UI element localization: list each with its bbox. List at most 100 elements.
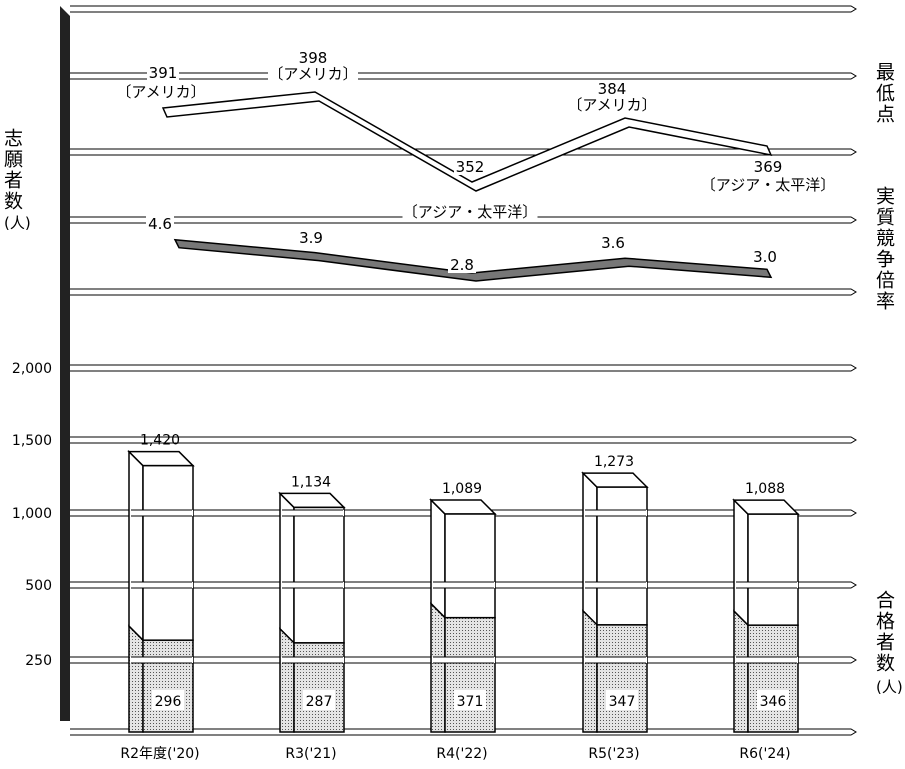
lowest-score-region: 〔アジア・太平洋〕 [403,203,537,221]
applicants-value-label: 1,088 [745,481,785,497]
grid-rail [70,436,857,444]
bar-rail-gap [584,510,647,516]
left-axis-spine [60,6,70,721]
grid-rail [70,288,857,296]
passed-value-bg [757,690,789,710]
left-axis-label: 志願者数 [1,128,23,212]
grid-rail [70,5,857,13]
y-tick-label: 500 [25,578,52,594]
lowest-score-region: 〔アジア・太平洋〕 [701,176,835,194]
lowest-score-value: 391 [149,64,178,82]
competition-ratio-value-bg [448,256,476,273]
bar-rail-gap [130,657,193,663]
grid-rail [70,364,857,372]
bar-side [733,498,749,628]
competition-ratio-value-bg [146,215,174,232]
passed-value-bg [454,690,486,710]
bar-rail-gap [130,582,193,588]
bar-side-passed [430,601,446,733]
lowest-score-region: 〔アメリカ〕 [567,96,656,114]
bar-side-passed [582,609,598,733]
y-tick-label: 1,500 [12,433,52,449]
left-axis-spine-top [60,6,70,16]
lowest-score-value-bg [147,64,179,81]
y-tick-label: 250 [25,653,52,669]
bar-passed [444,616,496,733]
competition-ratio-value: 3.9 [299,229,323,247]
applicants-value-label: 1,420 [140,433,180,449]
bar-rail-gap [584,657,647,663]
competition-ratio-value-bg [297,229,325,246]
lowest-score-region: 〔アメリカ〕 [116,83,205,101]
bar-rail-gap [130,510,193,516]
lowest-score-region: 〔アメリカ〕 [268,65,357,83]
applicants-value-label: 1,089 [442,481,482,497]
right-label-passed: 合格者数 [873,590,895,674]
bar-applicants [747,513,799,626]
bar-group [127,449,195,733]
grid-rail [70,72,857,80]
passed-value-bg [303,690,335,710]
lowest-score-value-bg [454,158,486,175]
x-category-label: R5('23) [588,746,639,762]
bar-rail-gap [281,657,344,663]
bar-side-passed [733,609,749,733]
grid-rail [70,148,857,156]
lowest-score-line [161,91,773,192]
competition-ratio-value-bg [751,248,779,265]
passed-value-bg [152,690,184,710]
competition-ratio-value-bg [599,234,627,251]
passed-value-bg [606,690,638,710]
competition-ratio-line [173,238,773,282]
bar-side [582,471,598,627]
bar-group [732,498,800,733]
lowest-score-value: 369 [754,158,783,176]
bar-side [430,498,446,620]
bar-applicants [596,486,648,626]
bar-rail-gap [584,582,647,588]
bar-group [429,498,497,733]
lowest-score-region-bg [402,203,538,221]
bar-side [128,449,144,643]
bar-rail-gap [281,510,344,516]
passed-value-label: 346 [760,694,787,710]
lowest-score-value: 398 [299,49,328,67]
competition-ratio-value: 3.0 [753,248,777,266]
bar-passed [142,639,194,733]
right-label-competition-ratio: 実質競争倍率 [873,186,895,312]
passed-value-label: 371 [457,694,484,710]
lowest-score-region-bg [268,65,358,83]
bar-rail-gap [432,582,495,588]
passed-value-label: 347 [609,694,636,710]
passed-value-label: 287 [306,694,333,710]
passed-value-label: 296 [155,694,182,710]
lowest-score-value-bg [752,158,784,175]
lowest-score-value: 384 [598,80,627,98]
x-category-label: R4('22) [436,746,487,762]
lowest-score-region-bg [116,83,206,101]
x-category-label: R2年度('20) [120,746,199,762]
bar-side-passed [128,624,144,733]
competition-ratio-value: 3.6 [601,234,625,252]
bar-passed [293,642,345,733]
bar-side-passed [279,627,295,733]
bar-passed [747,624,799,733]
x-category-label: R6('24) [739,746,790,762]
right-label-passed-unit: (人) [876,678,903,696]
x-category-label: R3('21) [285,746,336,762]
bar-passed [596,624,648,733]
bar-applicants [293,506,345,644]
lowest-score-region-bg [567,96,657,114]
bar-rail-gap [432,657,495,663]
y-tick-label: 1,000 [12,506,52,522]
applicants-value-label: 1,273 [594,454,634,470]
y-tick-label: 2,000 [12,361,52,377]
lowest-score-value-bg [297,49,329,66]
bar-rail-gap [281,582,344,588]
right-label-lowest-score: 最低点 [873,62,895,125]
bar-applicants [444,513,496,619]
competition-ratio-value: 2.8 [450,256,474,274]
applicants-value-label: 1,134 [291,474,331,490]
left-axis-unit: (人) [4,214,31,232]
